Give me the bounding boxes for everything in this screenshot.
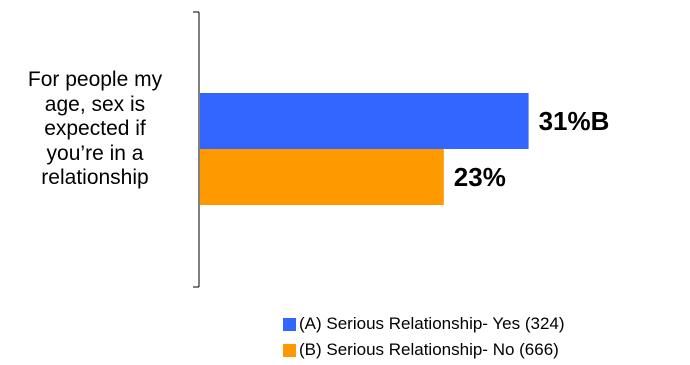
legend-label-b: (B) Serious Relationship- No (666) [299, 340, 559, 359]
category-label: For people my age, sex is expected if yo… [27, 68, 163, 189]
legend-item-b: (B) Serious Relationship- No (666) [283, 337, 565, 363]
bar-series-a [200, 93, 529, 149]
legend-label-a: (A) Serious Relationship- Yes (324) [299, 314, 565, 333]
data-label-series-a: 31%B [539, 106, 610, 136]
legend-swatch-a [283, 317, 296, 331]
bar-series-b [200, 149, 444, 205]
legend-swatch-b [283, 343, 296, 357]
data-label-series-b: 23% [454, 162, 506, 192]
legend: (A) Serious Relationship- Yes (324) (B) … [283, 311, 565, 363]
legend-item-a: (A) Serious Relationship- Yes (324) [283, 311, 565, 337]
